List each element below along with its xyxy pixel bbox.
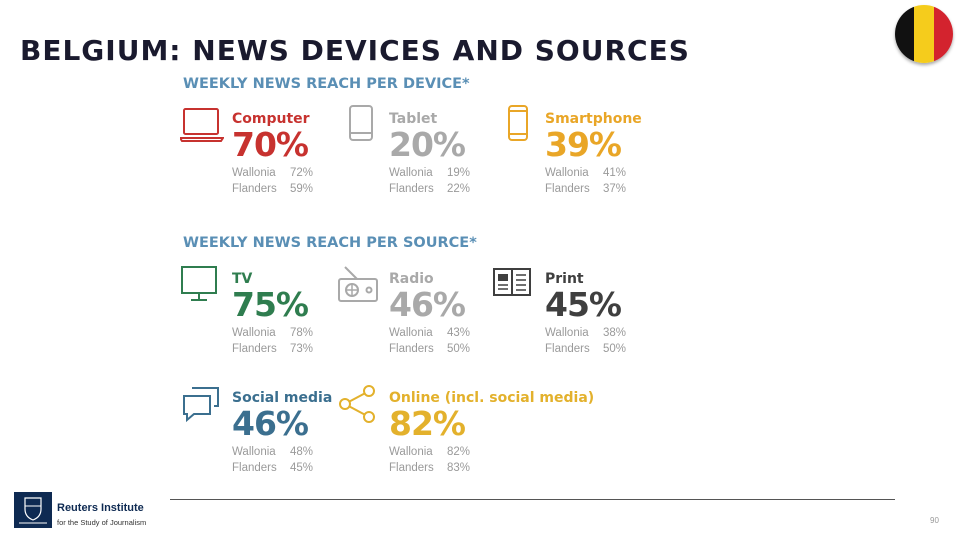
flanders-row: Flanders 83% [389,462,470,474]
tv-icon [181,266,217,301]
region-label: Wallonia [232,167,276,179]
wallonia-row: Wallonia 78% [232,327,313,339]
source-label: Print [545,271,584,287]
region-value: 83% [447,462,471,474]
source-value: 45% [545,285,622,324]
region-label: Wallonia [389,446,433,458]
region-value: 73% [290,343,314,355]
region-value: 41% [603,167,627,179]
region-value: 22% [447,183,471,195]
region-label: Flanders [232,462,277,474]
region-label: Flanders [545,343,590,355]
org-subtitle: for the Study of Journalism [57,518,147,527]
source-value: 75% [232,285,309,324]
source-label: Social media [232,390,333,406]
device-label: Smartphone [545,111,642,127]
newspaper-icon [493,268,531,296]
belgium-flag-icon [895,5,953,63]
wallonia-row: Wallonia 72% [232,167,313,179]
region-label: Flanders [389,343,434,355]
device-value: 70% [232,125,309,164]
source-label: Online (incl. social media) [389,390,595,406]
flanders-row: Flanders 50% [389,343,470,355]
wallonia-row: Wallonia 38% [545,327,626,339]
source-value: 46% [232,404,309,443]
share-icon [339,385,375,423]
org-name: Reuters Institute [57,502,144,514]
region-value: 38% [603,327,627,339]
wallonia-row: Wallonia 43% [389,327,470,339]
wallonia-row: Wallonia 48% [232,446,313,458]
device-value: 39% [545,125,622,164]
flag-stripe-red [933,5,953,63]
region-value: 48% [290,446,314,458]
region-label: Flanders [389,462,434,474]
region-label: Wallonia [545,167,589,179]
region-label: Wallonia [389,167,433,179]
flanders-row: Flanders 73% [232,343,313,355]
flanders-row: Flanders 22% [389,183,470,195]
device-value: 20% [389,125,466,164]
region-value: 50% [603,343,627,355]
page-number: 90 [930,516,939,525]
region-label: Wallonia [389,327,433,339]
flag-stripe-yellow [914,5,934,63]
region-value: 43% [447,327,471,339]
region-label: Flanders [389,183,434,195]
page-title: BELGIUM: NEWS DEVICES AND SOURCES [20,34,690,67]
region-label: Wallonia [232,327,276,339]
region-value: 72% [290,167,314,179]
smartphone-icon [508,105,528,141]
wallonia-row: Wallonia 82% [389,446,470,458]
flanders-row: Flanders 37% [545,183,626,195]
wallonia-row: Wallonia 41% [545,167,626,179]
radio-icon [338,266,378,302]
oxford-logo [14,492,52,528]
source-value: 46% [389,285,466,324]
region-value: 19% [447,167,471,179]
flanders-row: Flanders 45% [232,462,313,474]
sources-heading: WEEKLY NEWS REACH PER SOURCE* [183,235,477,251]
flanders-row: Flanders 50% [545,343,626,355]
region-label: Flanders [232,183,277,195]
flag-stripe-black [895,5,915,63]
source-label: TV [232,271,253,287]
devices-heading: WEEKLY NEWS REACH PER DEVICE* [183,76,470,92]
region-label: Wallonia [545,327,589,339]
region-label: Flanders [232,343,277,355]
wallonia-row: Wallonia 19% [389,167,470,179]
region-value: 45% [290,462,314,474]
source-value: 82% [389,404,466,443]
region-value: 82% [447,446,471,458]
speech-bubbles-icon [183,387,219,423]
region-value: 37% [603,183,627,195]
footer-divider [170,499,895,500]
tablet-icon [349,105,373,141]
region-value: 78% [290,327,314,339]
flanders-row: Flanders 59% [232,183,313,195]
device-label: Tablet [389,111,438,127]
region-value: 59% [290,183,314,195]
region-label: Wallonia [232,446,276,458]
region-value: 50% [447,343,471,355]
device-label: Computer [232,111,310,127]
source-label: Radio [389,271,434,287]
laptop-icon [180,108,224,142]
region-label: Flanders [545,183,590,195]
